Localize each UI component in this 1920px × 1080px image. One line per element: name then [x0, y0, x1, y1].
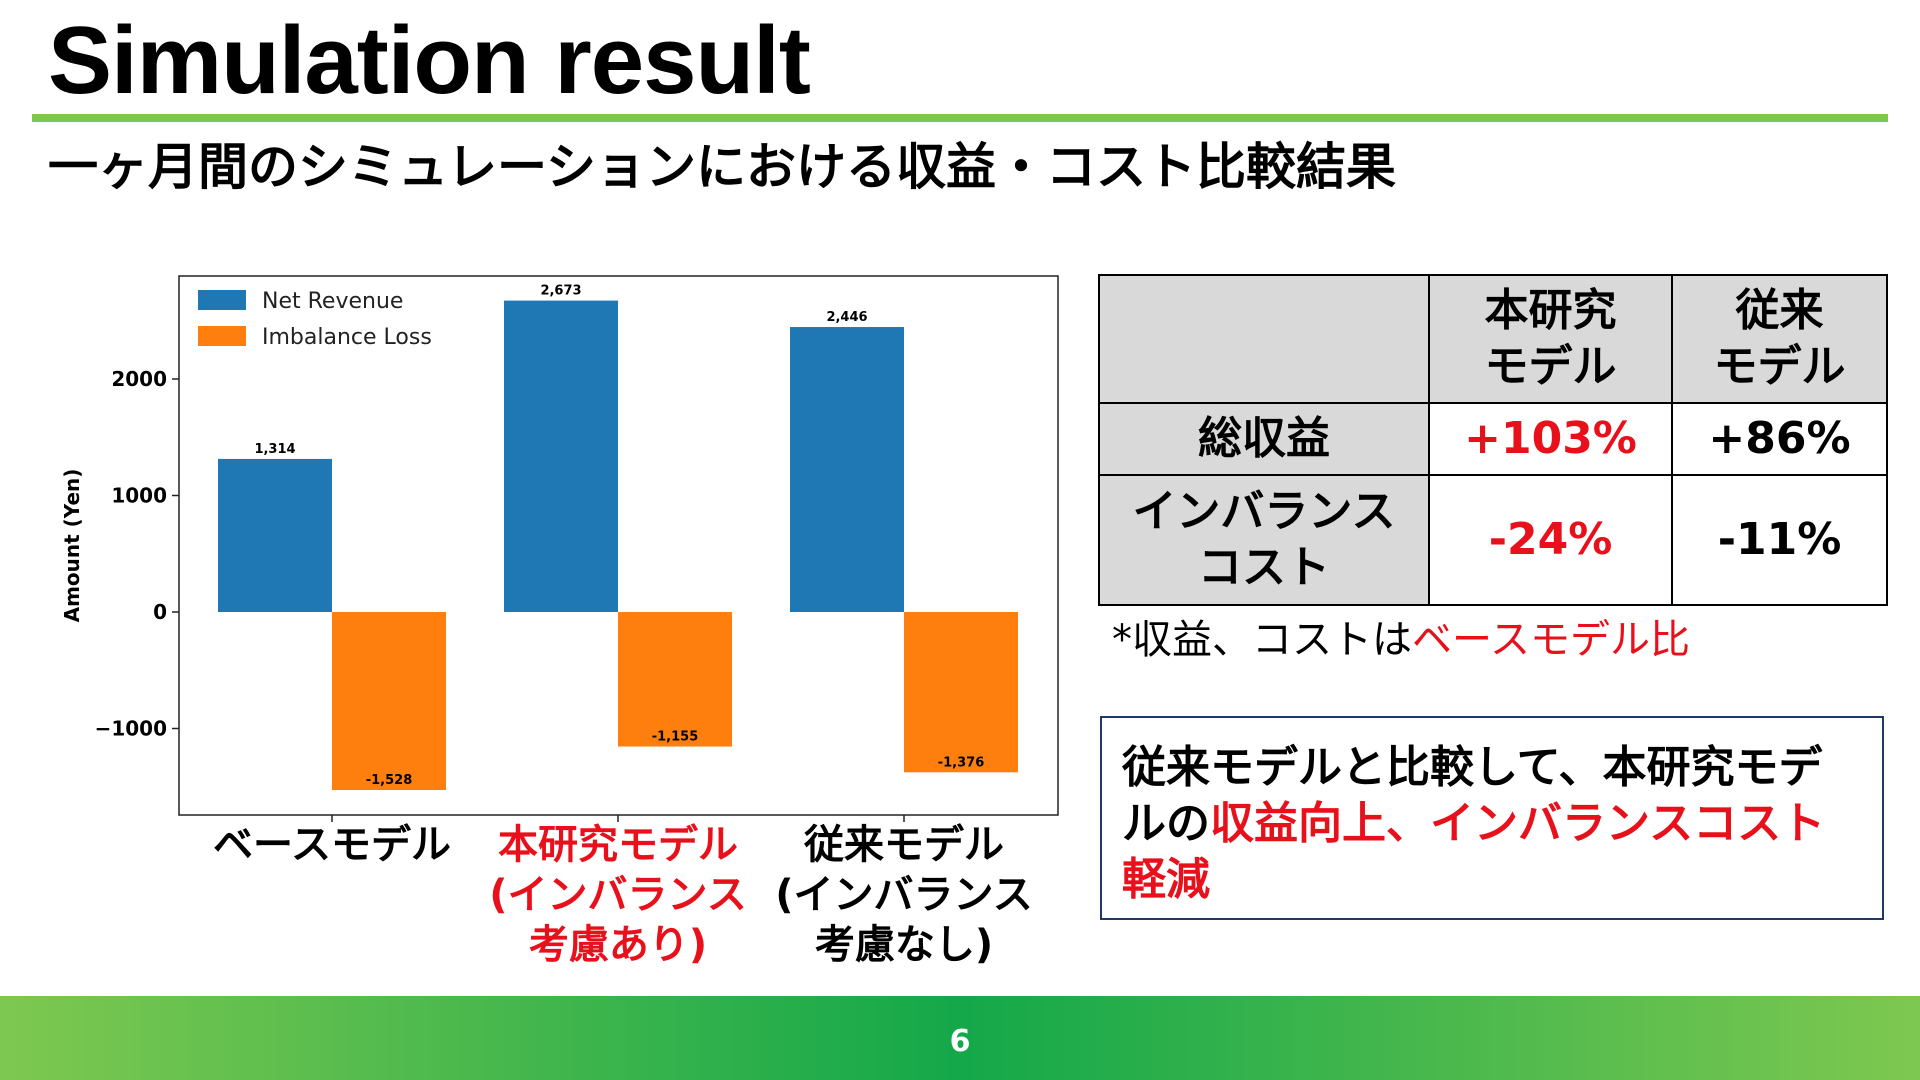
cell-conventional-cost: -11% — [1671, 474, 1888, 606]
slide-subtitle: 一ヶ月間のシミュレーションにおける収益・コスト比較結果 — [48, 138, 1396, 196]
table-header-conventional: 従来 モデル — [1671, 274, 1888, 404]
row-label-total-revenue: 総収益 — [1098, 402, 1430, 476]
conclusion-box: 従来モデルと比較して、本研究モデルの収益向上、インバランスコスト軽減 — [1100, 716, 1884, 920]
net-revenue-value-label-0: 1,314 — [254, 442, 295, 457]
table-header-row: 本研究 モデル 従来 モデル — [1098, 274, 1888, 404]
table-header-conventional-text: 従来 モデル — [1713, 285, 1846, 392]
footnote-highlight: ベースモデル比 — [1412, 617, 1690, 663]
category-label-study: 本研究モデル (インバランス 考慮あり) — [489, 822, 747, 968]
net-revenue-bar-2 — [790, 327, 904, 612]
footnote: *収益、コストはベースモデル比 — [1112, 612, 1690, 668]
footer-bar — [0, 996, 1920, 1080]
table-header-study-text: 本研究 モデル — [1484, 285, 1617, 392]
footnote-prefix: *収益、コストは — [1112, 617, 1412, 663]
row-label-imbalance-cost-text: インバランス コスト — [1132, 486, 1396, 593]
legend-swatch-0 — [198, 290, 246, 310]
table-header-study: 本研究 モデル — [1428, 274, 1673, 404]
table-row: インバランス コスト -24% -11% — [1098, 474, 1888, 606]
bar-chart: 1,314 2,673 2,446 -1,528 -1,155 -1,376 2000 100… — [60, 275, 1059, 822]
imbalance-loss-value-label-1: -1,155 — [652, 730, 699, 745]
row-label-imbalance-cost: インバランス コスト — [1098, 474, 1430, 606]
y-tick-label-0: 2000 — [111, 367, 167, 391]
cell-conventional-revenue: +86% — [1671, 402, 1888, 476]
title-underline — [32, 114, 1888, 122]
table-header-empty — [1098, 274, 1430, 404]
legend-label-0: Net Revenue — [262, 289, 403, 314]
net-revenue-value-label-2: 2,446 — [826, 310, 867, 325]
conclusion-highlight: 収益向上、インバランスコスト軽減 — [1122, 798, 1826, 905]
net-revenue-bar-0 — [218, 458, 332, 612]
conclusion-text: 従来モデルと比較して、本研究モデルの — [1122, 742, 1823, 849]
legend-label-1: Imbalance Loss — [262, 325, 432, 350]
imbalance-loss-value-label-0: -1,528 — [366, 773, 413, 788]
imbalance-loss-bar-1 — [618, 612, 732, 747]
y-axis-label: Amount (Yen) — [60, 469, 84, 623]
imbalance-loss-bar-0 — [332, 612, 446, 791]
net-revenue-bar-1 — [504, 300, 618, 612]
slide-title: Simulation result — [48, 7, 811, 114]
imbalance-loss-bar-2 — [904, 612, 1018, 773]
imbalance-loss-value-label-2: -1,376 — [938, 755, 985, 770]
y-tick-label-2: 0 — [153, 600, 167, 624]
category-label-base: ベースモデル — [213, 822, 451, 868]
table-row: 総収益 +103% +86% — [1098, 402, 1888, 476]
y-tick-label-1: 1000 — [111, 484, 167, 508]
cell-study-revenue: +103% — [1428, 402, 1673, 476]
legend-swatch-1 — [198, 326, 246, 346]
category-label-conventional: 従来モデル (インバランス 考慮なし) — [775, 822, 1033, 968]
comparison-table: 本研究 モデル 従来 モデル 総収益 +103% +86% インバランス コスト… — [1098, 274, 1888, 606]
cell-study-cost: -24% — [1428, 474, 1673, 606]
page-number: 6 — [949, 1024, 971, 1059]
net-revenue-value-label-1: 2,673 — [540, 284, 581, 299]
y-tick-label-3: −1000 — [95, 717, 167, 741]
